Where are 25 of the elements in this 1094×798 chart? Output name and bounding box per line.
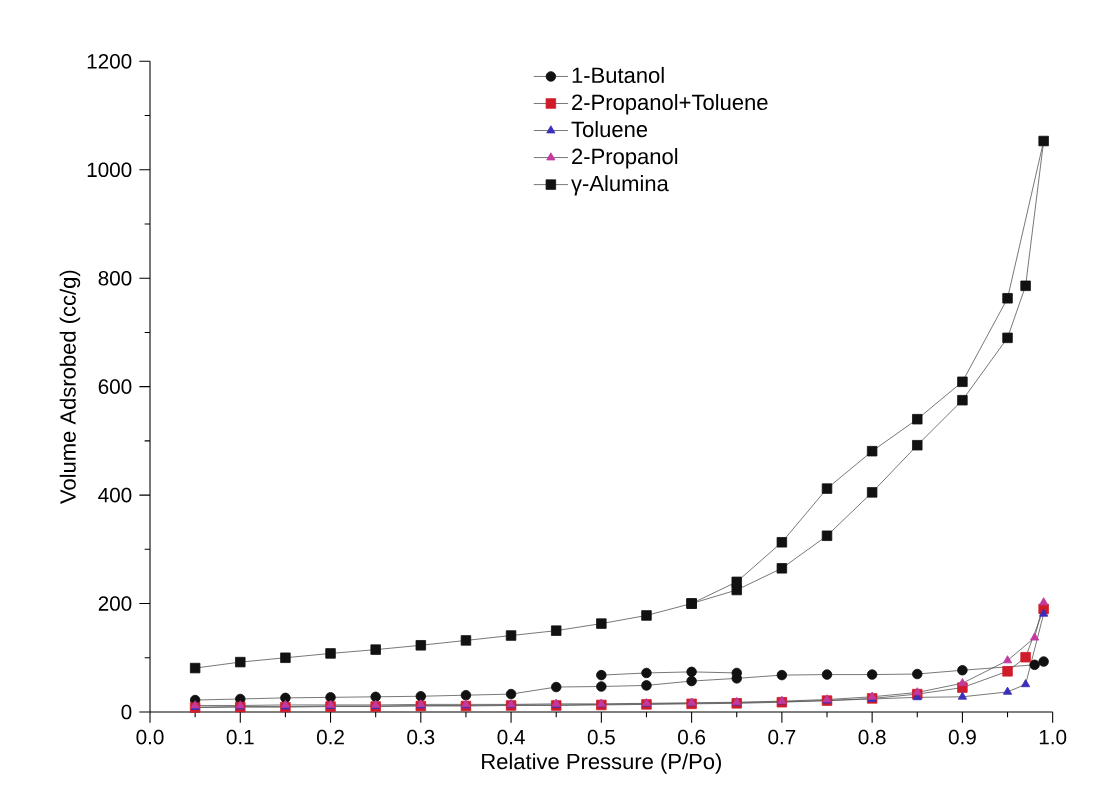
y-tick-label: 400	[98, 487, 132, 503]
x-tick-label: 0.9	[948, 729, 976, 745]
legend-label: 1-Butanol	[572, 66, 664, 84]
y-tick-label: 1200	[87, 54, 132, 69]
x-tick-label: 0.1	[226, 729, 254, 745]
x-tick-label: 0.5	[587, 729, 615, 745]
x-tick-label: 1.0	[1039, 729, 1067, 745]
y-tick-label: 0	[121, 704, 132, 720]
x-tick-label: 0.4	[497, 729, 525, 745]
y-tick-label: 200	[98, 596, 132, 611]
x-tick-label: 0.0	[136, 729, 164, 745]
legend-label: Toluene	[571, 121, 648, 138]
x-tick-label: 0.3	[407, 729, 435, 745]
legend-label: 2-Propanol+Toluene	[572, 93, 768, 115]
y-tick-label: 1000	[87, 162, 132, 178]
y-axis-title: Volume Adsrobed (cc/g)	[59, 270, 81, 504]
x-tick-label: 0.8	[858, 729, 886, 745]
x-tick-label: 0.7	[768, 729, 796, 745]
x-axis-title: Relative Pressure (P/Po)	[482, 753, 721, 774]
x-tick-label: 0.6	[678, 729, 706, 745]
y-tick-label: 600	[98, 379, 132, 394]
legend-label: 2-Propanol	[572, 148, 678, 169]
y-tick-label: 800	[98, 270, 132, 286]
legend-label: γ-Alumina	[571, 175, 669, 196]
x-tick-label: 0.2	[316, 729, 344, 745]
